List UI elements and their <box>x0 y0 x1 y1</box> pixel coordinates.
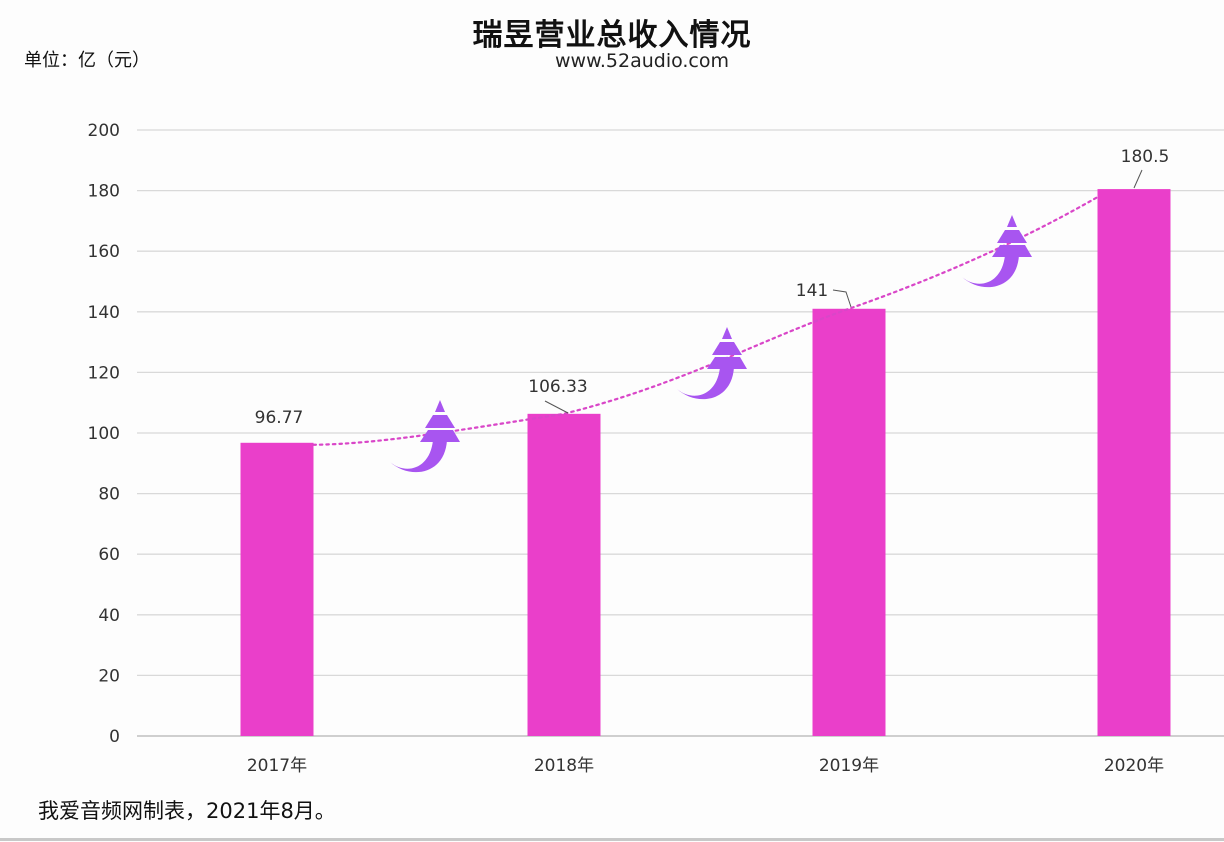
y-tick-label: 180 <box>88 182 120 202</box>
data-label: 141 <box>796 281 828 301</box>
gridlines <box>137 129 1224 737</box>
leader-line <box>832 289 852 308</box>
y-tick-label: 100 <box>88 424 120 444</box>
x-tick-label: 2020年 <box>1104 756 1164 776</box>
data-label: 180.5 <box>1121 147 1170 167</box>
y-tick-label: 160 <box>88 242 120 262</box>
x-tick-label: 2018年 <box>534 756 594 776</box>
bottom-divider <box>0 838 1224 841</box>
data-label: 96.77 <box>255 408 304 428</box>
curved-up-arrow-icon <box>962 215 1032 288</box>
y-axis: 0 20 40 60 80 100 120 140 160 180 200 <box>88 121 120 747</box>
footer-note: 我爱音频网制表，2021年8月。 <box>38 799 336 823</box>
trend-line <box>312 195 1099 446</box>
chart-subtitle: www.52audio.com <box>554 50 730 72</box>
chart-title: 瑞昱营业总收入情况 <box>472 18 752 53</box>
unit-label: 单位：亿（元） <box>24 50 150 71</box>
y-tick-label: 20 <box>98 666 120 686</box>
curved-up-arrow-icon <box>390 400 460 473</box>
y-tick-label: 60 <box>98 545 120 565</box>
data-labels: 96.77 106.33 141 180.5 <box>255 147 1170 428</box>
leader-line <box>544 400 569 414</box>
bar-2017年 <box>240 442 314 736</box>
curved-up-arrow-icon <box>677 327 747 400</box>
data-label: 106.33 <box>528 377 587 397</box>
y-tick-label: 120 <box>88 363 120 383</box>
y-tick-label: 200 <box>88 121 120 141</box>
y-tick-label: 0 <box>109 727 120 747</box>
y-tick-label: 80 <box>98 485 120 505</box>
x-tick-label: 2019年 <box>819 756 879 776</box>
bar-2020年 <box>1097 189 1171 736</box>
y-tick-label: 40 <box>98 606 120 626</box>
leader-line <box>1133 169 1143 189</box>
growth-arrows <box>390 215 1032 473</box>
x-tick-label: 2017年 <box>247 756 307 776</box>
bars <box>240 189 1171 736</box>
x-axis: 2017年 2018年 2019年 2020年 <box>247 756 1164 776</box>
bar-2019年 <box>812 308 886 736</box>
bar-2018年 <box>527 413 601 736</box>
y-tick-label: 140 <box>88 303 120 323</box>
trend-dotted-line <box>312 195 1099 446</box>
